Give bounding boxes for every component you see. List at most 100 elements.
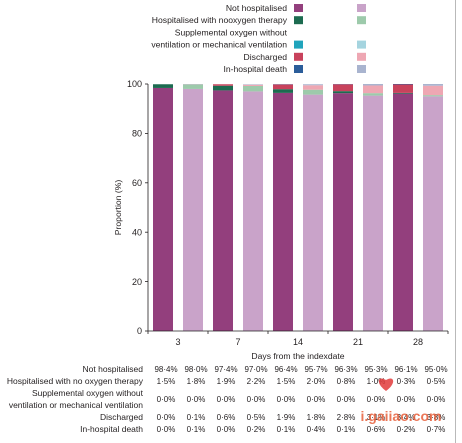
bar-segment-discharged <box>303 85 323 90</box>
bar-segment-hospitalised-with-nooxygen-therapy <box>303 89 323 95</box>
table-row-label: In-hospital death <box>80 424 143 434</box>
table-cell: 1·5% <box>157 377 176 386</box>
table-cell: 98·0% <box>184 365 207 374</box>
table-cell: 0·1% <box>187 413 206 422</box>
table-cell: 96·1% <box>394 365 417 374</box>
bar-day-7-dark <box>213 84 233 331</box>
table-cell: 1·0% <box>367 377 386 386</box>
table-row-label: Hospitalised with no oxygen therapy <box>7 376 144 386</box>
bar-segment-discharged <box>423 85 443 96</box>
bar-segment-not-hospitalised <box>303 94 323 332</box>
table-cell: 0·6% <box>367 425 386 434</box>
bar-segment-hospitalised-with-nooxygen-therapy <box>153 84 173 88</box>
table-cell: 0·0% <box>277 395 296 404</box>
bar-segment-discharged <box>213 84 233 86</box>
legend-swatch-dark <box>294 16 303 25</box>
table-cell: 0·6% <box>217 413 236 422</box>
table-cell: 0·2% <box>247 425 266 434</box>
table-cell: 0·0% <box>217 395 236 404</box>
table-cell: 0·0% <box>157 413 176 422</box>
table-row-label: ventilation or mechanical ventilation <box>9 400 143 410</box>
y-tick-label: 60 <box>132 178 142 188</box>
table-cell: 1·9% <box>217 377 236 386</box>
table-row-not-hospitalised: Not hospitalised 98·4% 98·0% 97·4% 97·0% 96·4… <box>83 364 448 374</box>
legend-swatch-dark <box>294 65 303 73</box>
table-cell: 0·0% <box>307 395 326 404</box>
heart-icon <box>378 378 394 391</box>
y-tick-label: 0 <box>137 326 142 336</box>
legend-item-hospitalised-with-nooxygen-therapy: Hospitalised with nooxygen therapy <box>152 15 366 25</box>
bar-segment-hospitalised-with-nooxygen-therapy <box>243 85 263 92</box>
table-row-supplemental-oxygen-without-ventilation-or-mechanical-ventilation: Supplemental oxygen without ventilation o… <box>9 388 446 410</box>
legend-swatch-light <box>357 4 366 12</box>
bar-segment-not-hospitalised <box>273 92 293 331</box>
table-cell: 1·8% <box>307 413 326 422</box>
table-cell: 3·4% <box>397 413 416 422</box>
table-cell: 0·0% <box>247 395 266 404</box>
legend-label: ventilation or mechanical ventilation <box>151 40 287 50</box>
bars <box>153 84 443 332</box>
bar-segment-not-hospitalised <box>243 91 263 331</box>
data-table: Not hospitalised 98·4% 98·0% 97·4% 97·0% 96·4… <box>7 364 448 434</box>
legend-swatch-light <box>357 52 366 61</box>
table-cell: 0·8% <box>337 377 356 386</box>
bar-day-28-light <box>423 84 443 331</box>
plot-area: 0 20 40 60 80 100 3 7 14 21 28 Days from the inde… <box>113 79 449 361</box>
table-cell: 0·2% <box>397 425 416 434</box>
table-cell: 0·7% <box>427 425 446 434</box>
bar-segment-discharged <box>333 84 353 92</box>
bar-segment-not-hospitalised <box>363 95 383 331</box>
legend-label: Not hospitalised <box>226 3 287 13</box>
y-tick-label: 80 <box>132 129 142 139</box>
bar-segment-not-hospitalised <box>183 88 203 331</box>
table-cell: 95·0% <box>424 365 447 374</box>
bar-day-7-light <box>243 84 263 331</box>
y-tick-label: 100 <box>127 79 142 89</box>
watermark-site-text: i.gaiiao.com <box>361 408 442 424</box>
legend-label: Discharged <box>244 52 288 62</box>
table-cell: 0·0% <box>217 425 236 434</box>
table-cell: 3·1% <box>367 413 386 422</box>
table-cell: 96·4% <box>274 365 297 374</box>
legend-swatch-light <box>357 16 366 25</box>
x-axis: 3 7 14 21 28 <box>147 330 449 347</box>
table-cell: 95·7% <box>304 365 327 374</box>
table-cell: 3·8% <box>427 413 446 422</box>
bar-segment-hospitalised-with-nooxygen-therapy <box>183 84 203 89</box>
y-axis: 0 20 40 60 80 100 <box>127 79 149 336</box>
table-cell: 0·1% <box>277 425 296 434</box>
table-cell: 0·5% <box>427 377 446 386</box>
bar-segment-hospitalised-with-nooxygen-therapy <box>213 85 233 91</box>
legend-item-discharged: Discharged <box>244 52 366 62</box>
table-row-label: Supplemental oxygen without <box>32 388 144 398</box>
legend-swatch-light <box>357 65 366 73</box>
y-tick-label: 40 <box>132 227 142 237</box>
bar-segment-not-hospitalised <box>423 96 443 331</box>
table-row-discharged: Discharged 0·0% 0·1% 0·6% 0·5% 1·9% 1·8% 2·8% 3·… <box>100 412 445 422</box>
legend-label: In-hospital death <box>223 64 287 74</box>
table-cell: 1·9% <box>277 413 296 422</box>
table-cell: 0·5% <box>247 413 266 422</box>
table-cell: 0·0% <box>337 395 356 404</box>
table-cell: 0·1% <box>337 425 356 434</box>
bar-segment-not-hospitalised <box>213 90 233 331</box>
table-cell: 0·0% <box>427 395 446 404</box>
table-cell: 0·0% <box>157 425 176 434</box>
table-cell: 2·0% <box>307 377 326 386</box>
table-cell: 0·0% <box>367 395 386 404</box>
legend-label: Supplemental oxygen without <box>175 27 288 37</box>
table-cell: 0·0% <box>157 395 176 404</box>
table-row-in-hospital-death: In-hospital death 0·0% 0·1% 0·0% 0·2% 0·1% 0·4… <box>80 424 445 434</box>
legend-item-supplemental-oxygen-without-ventilation-or-mechanical-ventilation: Supplemental oxygen without ventilation o… <box>151 27 366 50</box>
table-cell: 2·8% <box>337 413 356 422</box>
bar-day-3-light <box>183 84 203 331</box>
bar-segment-in-hospital-death <box>423 84 443 86</box>
bar-day-14-dark <box>273 84 293 331</box>
x-tick-label: 7 <box>235 337 240 347</box>
bar-day-21-light <box>363 84 383 331</box>
legend: Not hospitalised Hospitalised with nooxyg… <box>151 3 366 74</box>
table-cell: 1·8% <box>187 377 206 386</box>
table-row-label: Discharged <box>100 412 143 422</box>
bar-segment-hospitalised-with-nooxygen-therapy <box>273 89 293 93</box>
